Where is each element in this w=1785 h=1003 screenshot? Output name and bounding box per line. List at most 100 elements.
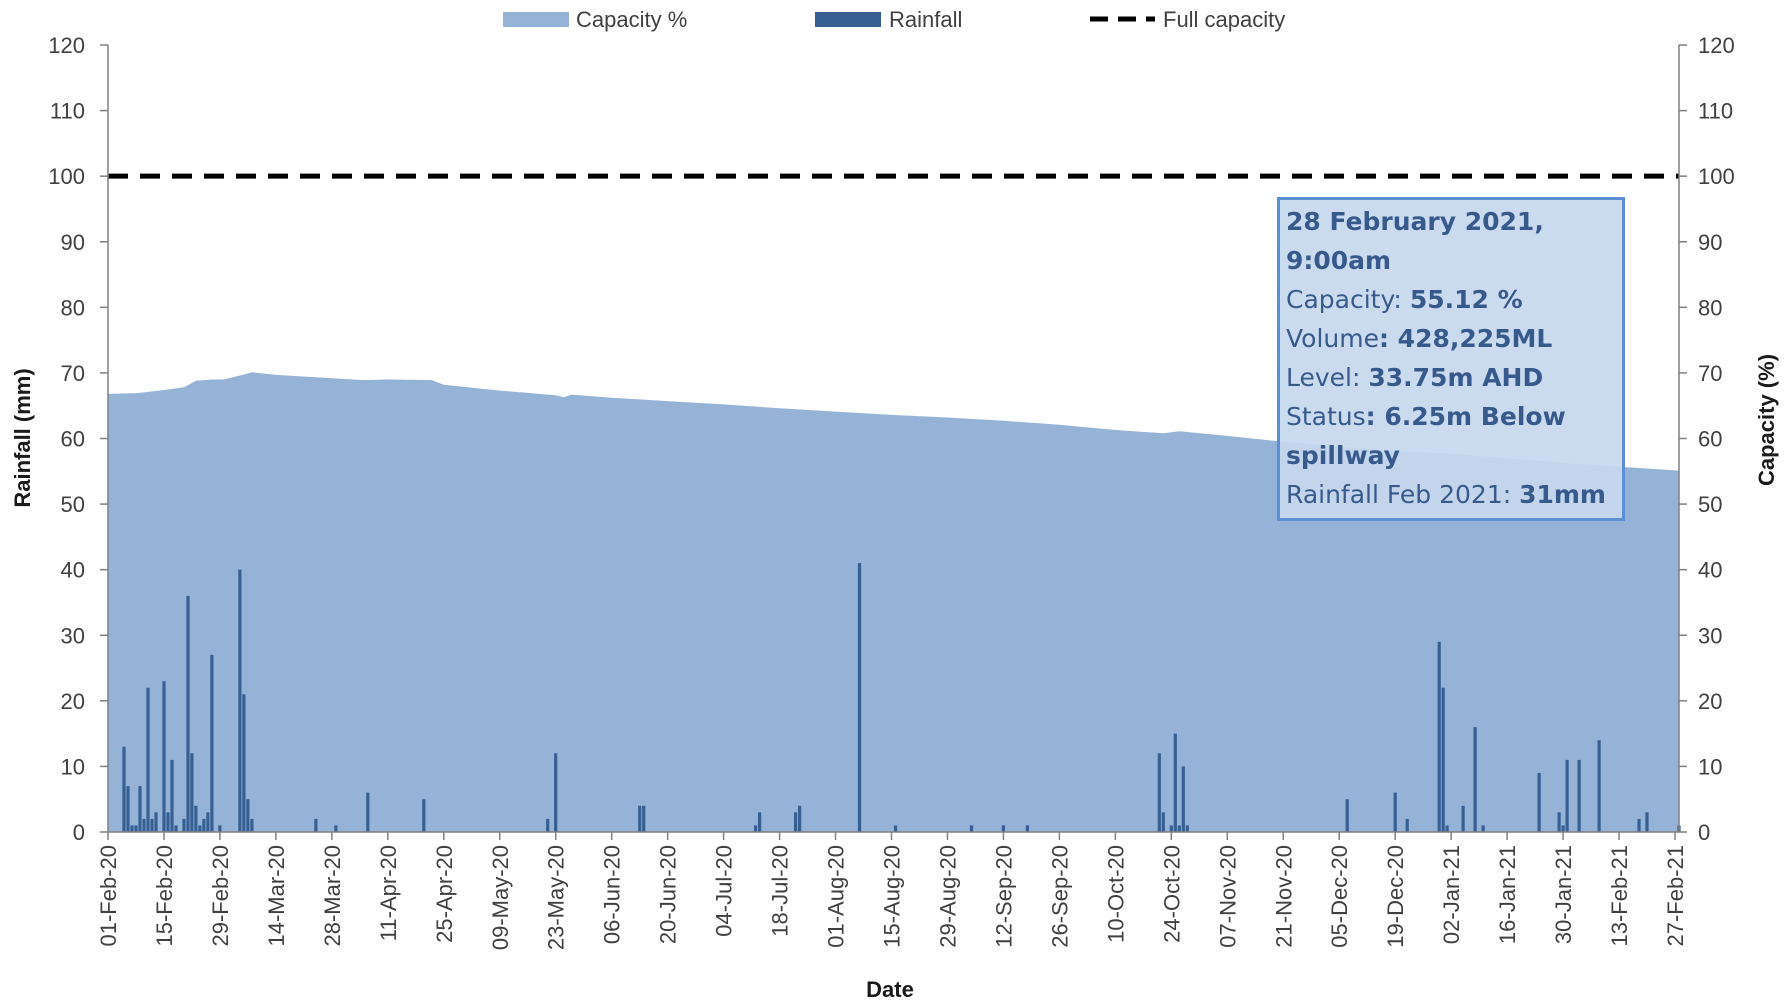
y-tick-label-left: 40 [61, 558, 85, 583]
info-box-title: 28 February 2021, 9:00am [1286, 207, 1544, 275]
info-status-value: : 6.25m Below spillway [1286, 402, 1566, 470]
rainfall-bar [142, 818, 146, 832]
rainfall-bar [1405, 818, 1409, 832]
rainfall-bar [1461, 805, 1465, 832]
rainfall-bar [250, 818, 254, 832]
rainfall-bar [422, 799, 426, 832]
x-tick-label: 21-Nov-20 [1271, 845, 1296, 948]
info-volume-label: Volume [1286, 324, 1379, 353]
x-tick-label: 11-Apr-20 [376, 845, 401, 941]
rainfall-bar [1345, 799, 1349, 832]
x-tick-label: 01-Feb-20 [96, 845, 121, 947]
x-tick-label: 02-Jan-21 [1439, 845, 1464, 944]
x-tick-label: 18-Jul-20 [768, 845, 793, 937]
x-tick-label: 07-Nov-20 [1215, 845, 1240, 948]
rainfall-bar [130, 825, 134, 832]
rainfall-bar [366, 792, 370, 832]
info-rainfall-row: Rainfall Feb 2021: 31mm [1286, 475, 1616, 514]
x-tick-label: 29-Feb-20 [208, 845, 233, 947]
rainfall-bar [857, 563, 862, 832]
x-tick-label: 27-Feb-21 [1663, 845, 1688, 947]
y-tick-label-right: 70 [1698, 361, 1722, 386]
rainfall-bar [1577, 759, 1581, 832]
rainfall-bar [182, 818, 186, 832]
y-tick-label-left: 100 [48, 164, 85, 189]
rainfall-bar [194, 805, 198, 832]
y-tick-label-right: 20 [1698, 689, 1722, 714]
rainfall-bar [1181, 766, 1185, 832]
y-axis-right-title: Capacity (%) [1754, 354, 1779, 486]
rainfall-bar [154, 812, 158, 832]
y-tick-label-left: 50 [61, 492, 85, 517]
rainfall-bar [170, 759, 174, 832]
info-capacity-value: 55.12 % [1409, 285, 1523, 314]
legend-label-full-capacity: Full capacity [1163, 7, 1285, 32]
y-tick-label-right: 100 [1698, 164, 1735, 189]
x-tick-label: 12-Sep-20 [991, 845, 1016, 948]
x-tick-label: 15-Feb-20 [152, 845, 177, 947]
rainfall-bar [1481, 825, 1485, 832]
rainfall-bar [174, 825, 178, 832]
rainfall-bar [122, 746, 126, 832]
x-tick-label: 10-Oct-20 [1103, 845, 1128, 943]
y-tick-label-right: 40 [1698, 558, 1722, 583]
x-tick-label: 16-Jan-21 [1495, 845, 1520, 944]
rainfall-bar [1157, 753, 1161, 832]
y-tick-label-left: 110 [50, 99, 85, 124]
y-tick-label-left: 120 [48, 33, 85, 58]
rainfall-bar [893, 825, 898, 832]
rainfall-bar [1537, 773, 1541, 832]
y-tick-label-right: 60 [1698, 427, 1722, 452]
rainfall-bar [642, 805, 646, 832]
info-volume-value: : 428,225ML [1378, 324, 1553, 353]
y-tick-label-right: 120 [1698, 33, 1735, 58]
rainfall-bar [638, 805, 642, 832]
y-tick-label-right: 0 [1698, 820, 1710, 845]
rainfall-bar [1557, 812, 1561, 832]
info-level-label: Level: [1286, 363, 1369, 392]
rainfall-bar [138, 786, 142, 832]
rainfall-bar [246, 799, 250, 832]
info-level-row: Level: 33.75m AHD [1286, 358, 1616, 397]
rainfall-bar [162, 681, 166, 832]
y-tick-label-left: 30 [61, 623, 85, 648]
rainfall-bar [210, 654, 214, 832]
rainfall-bar [242, 694, 246, 832]
info-rainfall-label: Rainfall Feb 2021: [1286, 480, 1520, 509]
rainfall-bar [758, 812, 762, 832]
rainfall-bar [198, 825, 202, 832]
y-tick-label-right: 80 [1698, 295, 1722, 320]
rainfall-bar [150, 818, 154, 832]
info-capacity-row: Capacity: 55.12 % [1286, 280, 1616, 319]
y-tick-label-right: 90 [1698, 230, 1722, 255]
rainfall-bar [754, 825, 758, 832]
rainfall-bar [1161, 812, 1165, 832]
rainfall-bar [186, 595, 190, 832]
y-tick-label-left: 20 [61, 689, 85, 714]
rainfall-bar [238, 569, 242, 832]
rainfall-bar [1561, 825, 1565, 832]
rainfall-bar [1177, 825, 1181, 832]
rainfall-bar [218, 825, 222, 832]
info-status-row: Status: 6.25m Below spillway [1286, 397, 1616, 475]
x-tick-label: 04-Jul-20 [712, 845, 737, 937]
x-tick-label: 01-Aug-20 [824, 845, 849, 948]
x-tick-label: 30-Jan-21 [1551, 845, 1576, 944]
info-status-label: Status [1286, 402, 1366, 431]
rainfall-bar [190, 753, 194, 832]
y-tick-label-right: 50 [1698, 492, 1722, 517]
rainfall-bar [1445, 825, 1449, 832]
rainfall-bar [1025, 825, 1029, 832]
x-tick-label: 25-Apr-20 [432, 845, 457, 943]
x-tick-label: 06-Jun-20 [600, 845, 625, 944]
legend-swatch-capacity [503, 12, 569, 27]
rainfall-bar-layer [122, 563, 1681, 832]
x-tick-label: 14-Mar-20 [264, 845, 289, 946]
x-tick-label: 28-Mar-20 [320, 845, 345, 946]
x-tick-label: 13-Feb-21 [1607, 845, 1632, 947]
y-tick-label-right: 110 [1698, 99, 1733, 124]
rainfall-bar [1173, 733, 1177, 832]
x-tick-layer: 01-Feb-20 15-Feb-20 29-Feb-20 14-Mar-20 28-M… [96, 832, 1688, 950]
legend-label-rainfall: Rainfall [889, 7, 962, 32]
x-tick-label: 09-May-20 [488, 845, 513, 950]
